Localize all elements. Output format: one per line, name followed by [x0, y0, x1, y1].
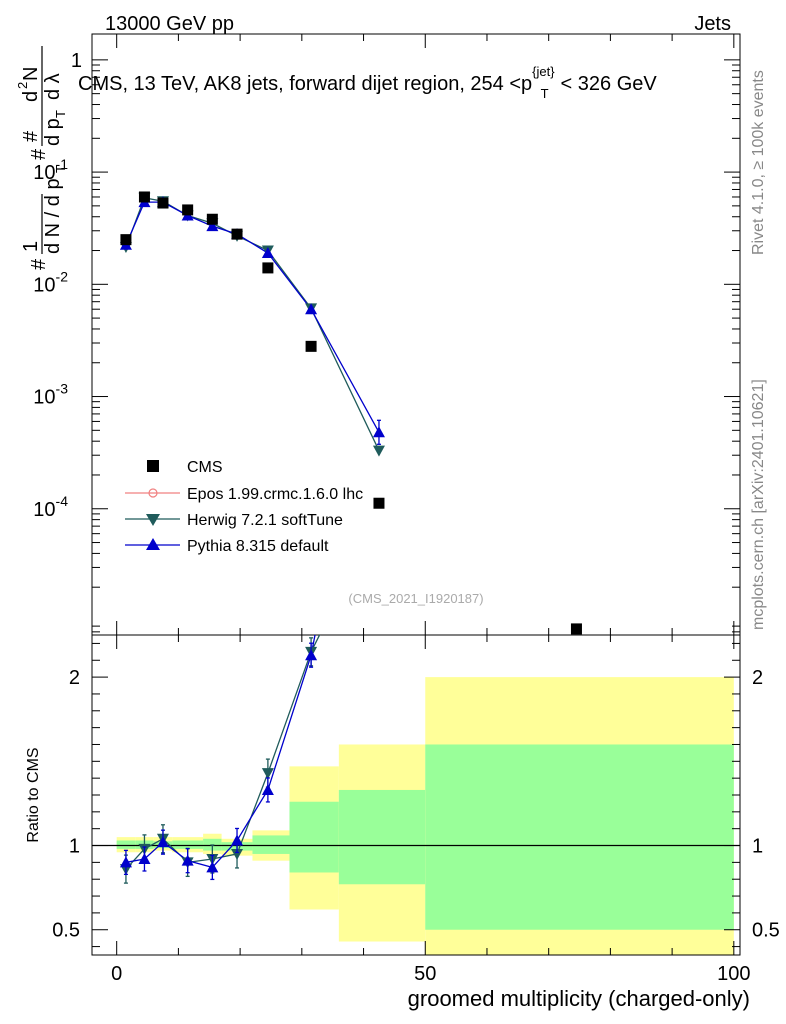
cms-point	[206, 213, 218, 225]
cms-point	[262, 262, 274, 274]
herwig-ratio-point	[261, 768, 274, 780]
pythia-point	[305, 303, 318, 315]
legend-herwig: Herwig 7.2.1 softTune	[187, 512, 343, 529]
pythia-ratio-point	[156, 836, 169, 848]
legend: CMS Epos 1.99.crmc.1.6.0 lhc Herwig 7.2.…	[125, 459, 363, 555]
y-tick-label: 10-2	[33, 268, 68, 296]
band-inner-7	[289, 801, 339, 873]
y-tick-label: 10-1	[33, 156, 68, 184]
cms-point	[305, 340, 317, 352]
y-label-hash2: #	[28, 148, 50, 160]
legend-cms-marker	[147, 460, 159, 472]
ratio-tick-label-right: 2	[752, 667, 763, 689]
data-marks	[119, 191, 582, 884]
pythia-point	[261, 247, 274, 259]
band-inner-6	[252, 835, 290, 854]
ratio-tick-label: 2	[69, 667, 80, 689]
y-label-d2n: d	[20, 91, 42, 102]
energy-label: 13000 GeV pp	[105, 13, 234, 35]
cms-point	[182, 204, 194, 216]
y-label-num: #	[20, 130, 42, 142]
band-inner-9	[425, 744, 734, 930]
pythia-ratio-point	[206, 861, 219, 873]
pythia-ratio-point	[181, 854, 194, 866]
x-axis-label: groomed multiplicity (charged-only)	[408, 986, 750, 1011]
plot-title: CMS, 13 TeV, AK8 jets, forward dijet reg…	[78, 64, 657, 101]
y-label-n: N	[20, 67, 42, 81]
legend-cms: CMS	[187, 459, 223, 476]
y-tick-label: 10-4	[33, 493, 68, 521]
y-axis-label-ratio: Ratio to CMS	[25, 747, 42, 842]
y-label-hash1: #	[28, 258, 50, 270]
plot-title-sup: {jet}	[532, 64, 555, 79]
cms-point	[157, 197, 169, 209]
herwig-main-line	[125, 197, 380, 451]
pythia-ratio-point	[119, 856, 132, 868]
band-inner-8	[338, 789, 426, 885]
legend-epos-marker	[148, 488, 158, 498]
plot-title-sub: T	[541, 86, 549, 101]
band-inner-3	[172, 840, 204, 849]
plot-title-main: CMS, 13 TeV, AK8 jets, forward dijet reg…	[78, 73, 532, 95]
y-label-dlambda: d λ	[42, 73, 64, 100]
uncertainty-bands	[92, 677, 740, 955]
pythia-ratio-point	[305, 649, 318, 661]
pythia-main-line	[125, 201, 380, 433]
herwig-ratio-point	[231, 848, 244, 860]
cms-point	[570, 623, 582, 635]
pythia-point	[206, 220, 219, 232]
herwig-point	[372, 445, 385, 457]
y-label-t1: T	[53, 165, 68, 173]
x-tick-label: 50	[414, 963, 436, 985]
y-axis-label-main: # 1 d N / d p T # # d p T d 2 N d λ	[15, 46, 68, 270]
cms-point	[231, 228, 243, 240]
y-tick-label: 1	[71, 50, 82, 72]
pythia-ratio-point	[231, 834, 244, 846]
legend-pythia: Pythia 8.315 default	[187, 538, 329, 555]
y-label-dpt: d p	[42, 118, 64, 146]
cms-point	[138, 191, 150, 203]
mcplots-label: mcplots.cern.ch [arXiv:2401.10621]	[750, 379, 767, 630]
ratio-tick-label: 0.5	[52, 920, 80, 942]
category-label: Jets	[694, 13, 731, 35]
pythia-ratio-point	[138, 853, 151, 864]
ratio-tick-label: 1	[69, 836, 80, 858]
ratio-tick-label-right: 0.5	[752, 920, 780, 942]
pythia-ratio-point	[261, 783, 274, 795]
y-tick-label: 10-3	[33, 381, 68, 409]
x-tick-label: 0	[111, 963, 122, 985]
y-label-dn: d N / d p	[42, 178, 64, 254]
ratio-tick-label-right: 1	[752, 836, 763, 858]
plot-title-tail: < 326 GeV	[561, 73, 658, 95]
y-label-t2: T	[53, 110, 68, 118]
x-tick-label: 100	[717, 963, 750, 985]
band-inner-0	[116, 840, 136, 849]
pythia-point	[372, 426, 385, 438]
cms-point	[120, 234, 132, 246]
y-label-one: 1	[20, 241, 42, 252]
legend-herwig-marker	[146, 514, 160, 526]
legend-pythia-marker	[146, 538, 160, 550]
analysis-watermark: (CMS_2021_I1920187)	[348, 591, 483, 606]
rivet-label: Rivet 4.1.0, ≥ 100k events	[750, 70, 767, 255]
cms-point	[373, 497, 385, 509]
y-label-two: 2	[15, 82, 30, 89]
legend-epos: Epos 1.99.crmc.1.6.0 lhc	[187, 486, 363, 503]
axis-ticks: 0 50 100 10-4 10-3 10-2 10-1 1 0.5 0.5 1 1 2 2	[33, 34, 780, 985]
